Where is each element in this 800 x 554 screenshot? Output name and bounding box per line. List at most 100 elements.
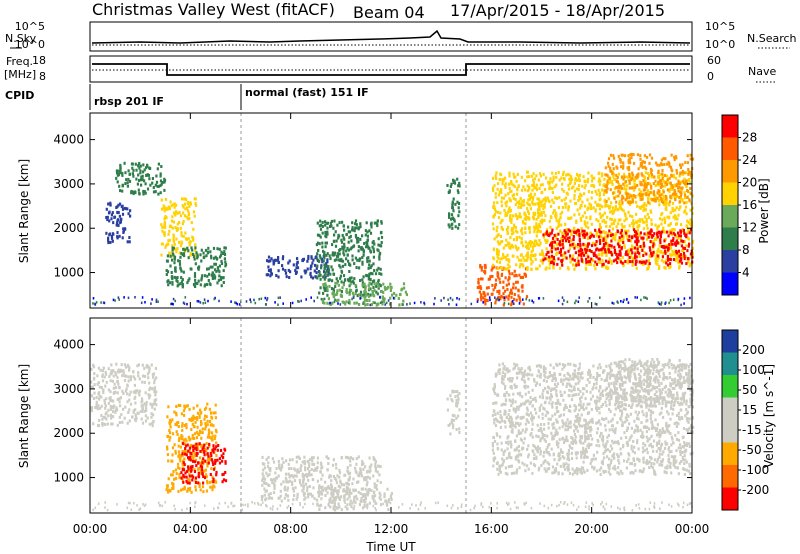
range-time-cell — [163, 231, 166, 235]
range-time-cell — [132, 375, 135, 379]
range-time-cell — [644, 207, 647, 211]
range-time-cell — [630, 462, 633, 466]
range-time-cell — [673, 183, 677, 187]
range-time-cell — [267, 269, 271, 272]
range-time-cell — [669, 253, 672, 256]
range-time-cell — [202, 457, 205, 461]
range-time-cell — [168, 238, 171, 242]
ground-scatter-cell — [660, 303, 662, 306]
range-time-cell — [540, 218, 543, 222]
range-time-cell — [206, 267, 209, 271]
range-time-cell — [644, 171, 647, 175]
range-time-cell — [284, 472, 288, 476]
range-time-cell — [181, 422, 184, 426]
range-time-cell — [573, 267, 576, 271]
range-time-cell — [136, 182, 139, 186]
range-time-cell — [641, 204, 644, 208]
range-time-cell — [604, 220, 608, 224]
range-time-cell — [680, 239, 683, 243]
range-time-cell — [608, 225, 612, 228]
range-time-cell — [667, 412, 670, 416]
range-time-cell — [666, 230, 669, 234]
range-time-cell — [455, 428, 458, 431]
range-time-cell — [358, 303, 361, 306]
range-time-cell — [631, 198, 634, 202]
range-time-cell — [610, 222, 613, 226]
range-time-cell — [583, 253, 586, 257]
range-time-cell — [665, 162, 669, 166]
range-time-cell — [551, 228, 554, 232]
range-time-cell — [224, 460, 227, 464]
ground-scatter-cell — [447, 298, 449, 301]
range-time-cell — [353, 495, 356, 499]
range-time-cell — [376, 470, 379, 474]
range-time-cell — [532, 184, 535, 187]
range-time-cell — [302, 485, 305, 489]
range-time-cell — [185, 198, 188, 201]
range-time-cell — [171, 486, 174, 490]
range-time-cell — [370, 264, 373, 268]
range-time-cell — [193, 452, 196, 456]
range-time-cell — [199, 488, 202, 492]
range-time-cell — [341, 233, 344, 237]
range-time-cell — [116, 408, 119, 412]
range-time-cell — [316, 276, 319, 280]
range-time-cell — [200, 436, 203, 440]
range-time-cell — [219, 255, 222, 259]
range-time-cell — [546, 233, 549, 237]
range-time-cell — [168, 281, 172, 285]
range-time-cell — [643, 160, 646, 164]
ground-scatter-cell — [434, 297, 436, 300]
range-time-cell — [299, 466, 302, 470]
range-time-cell — [196, 256, 199, 260]
range-time-cell — [326, 288, 329, 292]
range-time-cell — [219, 253, 223, 257]
range-time-cell — [656, 259, 659, 263]
range-time-cell — [675, 171, 679, 175]
range-time-cell — [686, 257, 689, 260]
range-time-cell — [358, 293, 361, 297]
range-time-cell — [217, 278, 220, 282]
range-time-cell — [613, 251, 617, 254]
range-time-cell — [216, 448, 219, 452]
range-time-cell — [149, 167, 152, 170]
range-time-cell — [614, 208, 617, 212]
range-time-cell — [324, 271, 327, 275]
range-time-cell — [625, 217, 628, 221]
range-time-cell — [186, 404, 189, 408]
range-time-cell — [607, 247, 610, 251]
range-time-cell — [151, 373, 154, 376]
range-time-cell — [679, 237, 682, 241]
range-time-cell — [153, 401, 156, 405]
ground-scatter-cell — [100, 301, 102, 304]
range-time-cell — [595, 240, 598, 243]
range-time-cell — [200, 278, 203, 282]
range-time-cell — [216, 458, 219, 462]
range-time-cell — [519, 197, 522, 200]
range-time-cell — [301, 472, 304, 476]
range-time-cell — [577, 243, 580, 246]
range-time-cell — [605, 190, 608, 194]
range-time-cell — [314, 467, 317, 471]
range-time-cell — [201, 450, 204, 454]
range-time-cell — [191, 474, 194, 478]
range-time-cell — [219, 277, 222, 281]
range-time-cell — [452, 426, 455, 430]
range-time-cell — [653, 243, 656, 247]
range-time-cell — [336, 492, 339, 496]
range-time-cell — [157, 192, 160, 196]
range-time-cell — [605, 183, 608, 187]
range-time-cell — [452, 209, 455, 213]
range-time-cell — [495, 177, 498, 181]
range-time-cell — [513, 185, 516, 188]
range-time-cell — [216, 266, 219, 270]
range-time-cell — [451, 226, 454, 230]
range-time-cell — [309, 267, 312, 271]
range-time-cell — [206, 446, 209, 450]
range-time-cell — [263, 487, 266, 491]
range-time-cell — [517, 289, 520, 293]
range-time-cell — [502, 246, 505, 250]
range-time-cell — [669, 194, 672, 198]
range-time-cell — [447, 223, 450, 227]
range-time-cell — [261, 455, 264, 459]
